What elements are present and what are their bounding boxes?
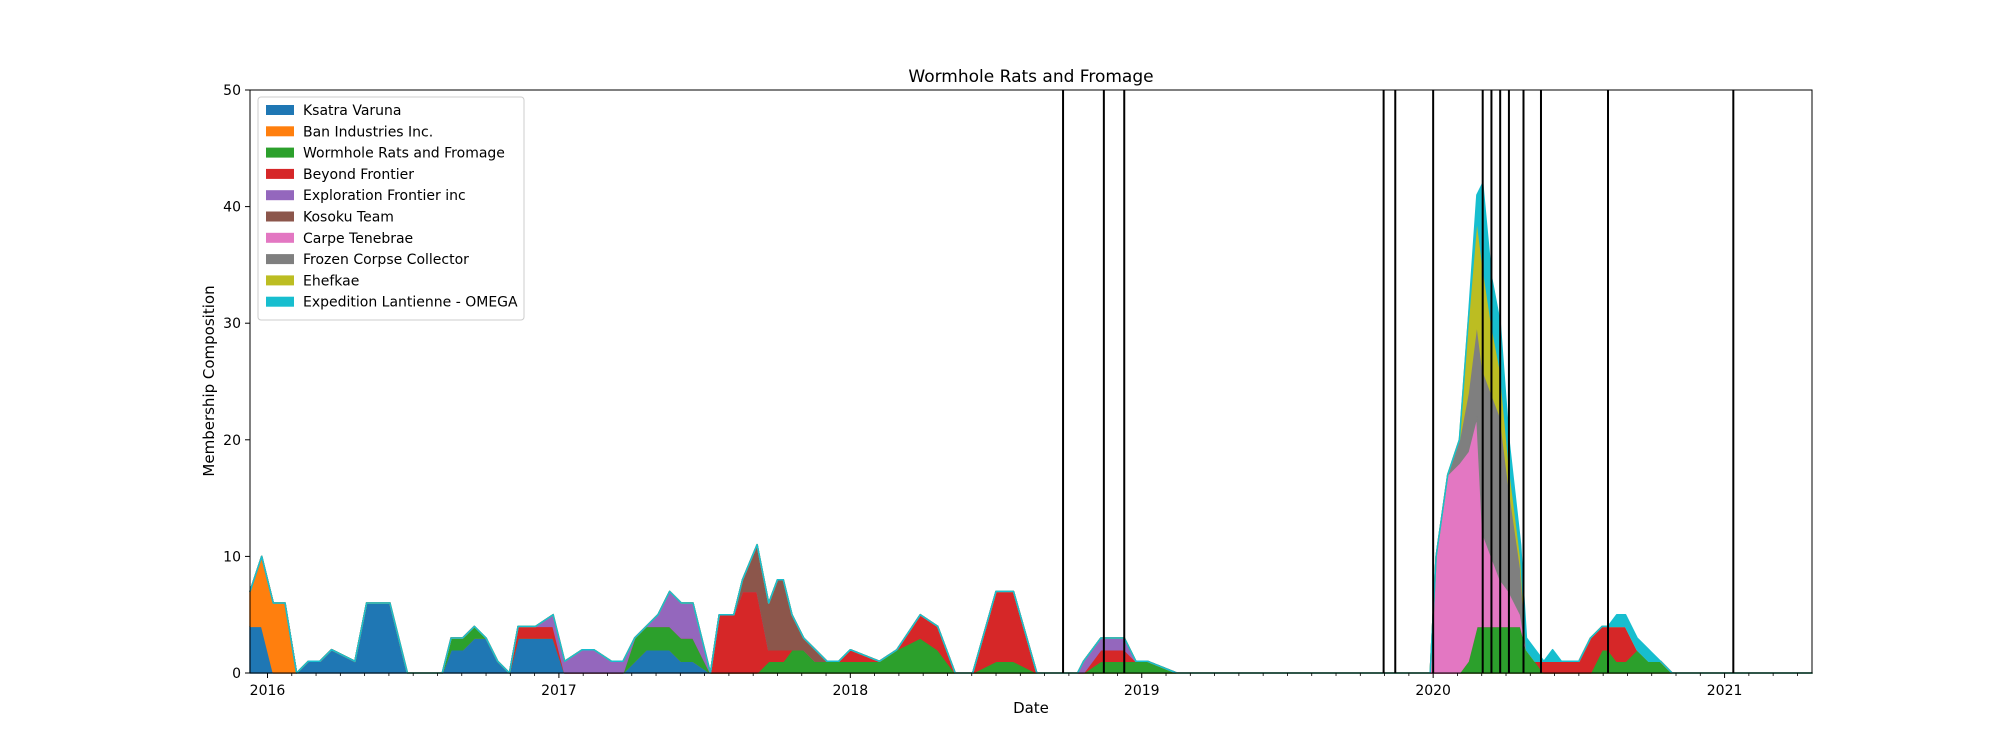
- legend-swatch: [266, 275, 294, 286]
- legend-swatch: [266, 105, 294, 115]
- legend-label: Ban Industries Inc.: [303, 124, 433, 140]
- legend-swatch: [266, 254, 294, 265]
- vertical-lines: [1062, 90, 1735, 673]
- legend-label: Expedition Lantienne - OMEGA: [303, 295, 518, 311]
- axes-frame: [249, 89, 1813, 674]
- y-tick-label: 40: [223, 200, 241, 216]
- legend-swatch: [266, 296, 294, 307]
- legend-label: Exploration Frontier inc: [303, 188, 466, 204]
- legend-label: Ehefkae: [303, 273, 359, 289]
- x-tick-label: 2020: [1415, 683, 1451, 699]
- x-tick-label: 2018: [833, 683, 869, 699]
- y-tick-label: 30: [223, 316, 241, 332]
- y-axis-label: Membership Composition: [200, 285, 218, 476]
- x-axis-label: Date: [1013, 699, 1049, 717]
- x-tick-label: 2019: [1124, 683, 1160, 699]
- chart-title: Wormhole Rats and Fromage: [908, 67, 1153, 87]
- legend-label: Beyond Frontier: [303, 167, 414, 183]
- x-tick-label: 2017: [541, 683, 577, 699]
- x-tick-label: 2021: [1707, 683, 1743, 699]
- legend-swatch: [266, 168, 294, 179]
- y-tick-label: 10: [223, 549, 241, 565]
- legend-swatch: [266, 126, 294, 137]
- legend-label: Frozen Corpse Collector: [303, 252, 469, 268]
- legend-swatch: [266, 232, 294, 243]
- x-tick-label: 2016: [250, 683, 286, 699]
- legend-label: Ksatra Varuna: [303, 103, 401, 119]
- y-tick-label: 50: [223, 83, 241, 99]
- x-axis: 2016 2017 2018 2019 2020 2021: [250, 673, 1798, 699]
- legend: Ksatra Varuna Ban Industries Inc. Wormhole…: [257, 96, 525, 321]
- legend-label: Kosoku Team: [303, 210, 394, 226]
- legend-label: Wormhole Rats and Fromage: [303, 146, 505, 162]
- y-axis: 0 10 20 30 40 50: [223, 83, 250, 682]
- y-tick-label: 0: [232, 666, 241, 682]
- legend-swatch: [266, 211, 294, 222]
- legend-swatch: [266, 190, 294, 201]
- legend-box: [257, 96, 525, 321]
- legend-swatch: [266, 147, 294, 158]
- y-tick-label: 20: [223, 433, 241, 449]
- legend-label: Carpe Tenebrae: [303, 231, 413, 247]
